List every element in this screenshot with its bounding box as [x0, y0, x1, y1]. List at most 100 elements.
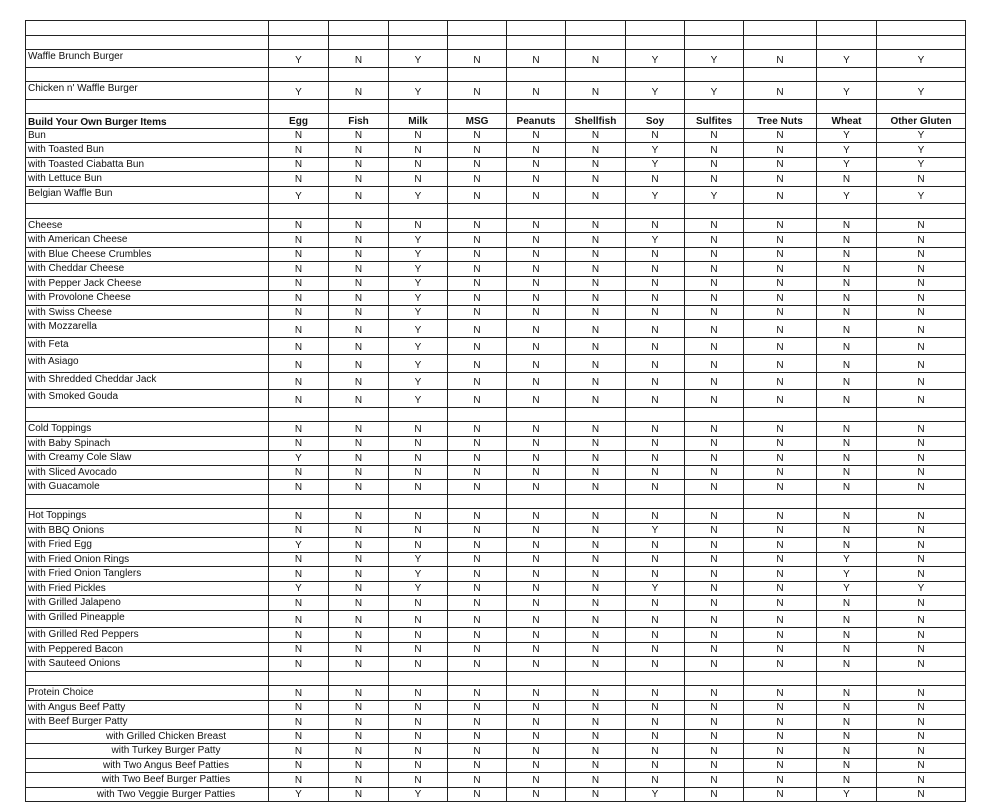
allergen-cell: Y: [625, 786, 685, 802]
allergen-cell: Y: [876, 156, 966, 172]
allergen-cell: [684, 203, 744, 219]
allergen-cell: N: [876, 246, 966, 262]
item-label: with Shredded Cheddar Jack: [25, 371, 269, 390]
allergen-cell: N: [876, 728, 966, 744]
blank-row: [25, 203, 966, 219]
allergen-cell: [743, 203, 817, 219]
allergen-cell: N: [328, 728, 389, 744]
table-row: with Grilled Pineapple N N N N N N N N N N N: [25, 609, 966, 628]
allergen-cell: N: [388, 435, 448, 451]
allergen-cell: N: [388, 699, 448, 715]
allergen-cell: N: [684, 479, 744, 495]
item-label: with Grilled Chicken Breast: [25, 728, 269, 744]
allergen-cell: N: [328, 685, 389, 701]
allergen-cell: Y: [876, 49, 966, 68]
allergen-cell: N: [625, 743, 685, 759]
table-row: with Baby Spinach N N N N N N N N N N N: [25, 435, 966, 451]
table-row: with Smoked Gouda N N Y N N N N N N N N: [25, 389, 966, 408]
allergen-cell: N: [565, 757, 626, 773]
allergen-cell: N: [268, 354, 329, 373]
allergen-cell: N: [743, 185, 817, 204]
allergen-cell: N: [506, 609, 566, 628]
allergen-cell: [876, 670, 966, 686]
allergen-cell: Y: [388, 354, 448, 373]
allergen-cell: N: [506, 49, 566, 68]
allergen-cell: N: [684, 699, 744, 715]
allergen-cell: N: [506, 435, 566, 451]
allergen-cell: N: [447, 685, 507, 701]
allergen-cell: N: [816, 479, 877, 495]
allergen-cell: [876, 493, 966, 509]
allergen-cell: N: [625, 714, 685, 730]
table-row: with BBQ Onions N N N N N N Y N N N N: [25, 522, 966, 538]
allergen-cell: Y: [816, 49, 877, 68]
allergen-cell: N: [565, 275, 626, 291]
allergen-cell: N: [876, 232, 966, 248]
allergen-cell: Y: [816, 580, 877, 596]
allergen-cell: N: [506, 389, 566, 408]
allergen-cell: N: [565, 142, 626, 158]
allergen-cell: N: [876, 522, 966, 538]
allergen-cell: [447, 203, 507, 219]
allergen-cell: N: [268, 171, 329, 187]
allergen-cell: N: [684, 371, 744, 390]
allergen-cell: N: [625, 127, 685, 143]
allergen-cell: N: [388, 627, 448, 643]
allergen-cell: N: [816, 421, 877, 437]
item-label: [25, 493, 269, 509]
allergen-cell: [328, 406, 389, 422]
allergen-cell: N: [565, 319, 626, 338]
allergen-cell: N: [328, 127, 389, 143]
column-header-item: Build Your Own Burger Items: [25, 113, 269, 129]
allergen-cell: N: [625, 275, 685, 291]
allergen-cell: N: [268, 156, 329, 172]
allergen-cell: N: [388, 714, 448, 730]
allergen-cell: N: [565, 246, 626, 262]
allergen-cell: N: [268, 714, 329, 730]
allergen-cell: N: [447, 464, 507, 480]
allergen-cell: [816, 493, 877, 509]
allergen-cell: N: [565, 435, 626, 451]
allergen-cell: [268, 66, 329, 82]
blank-row: [25, 98, 966, 114]
allergen-cell: N: [506, 81, 566, 100]
allergen-cell: N: [565, 714, 626, 730]
allergen-cell: N: [565, 699, 626, 715]
allergen-cell: N: [328, 142, 389, 158]
allergen-cell: N: [388, 641, 448, 657]
allergen-cell: N: [684, 450, 744, 466]
item-label: with Smoked Gouda: [25, 389, 269, 408]
allergen-cell: N: [506, 566, 566, 582]
allergen-cell: N: [388, 609, 448, 628]
allergen-cell: N: [816, 537, 877, 553]
allergen-cell: N: [447, 171, 507, 187]
allergen-cell: N: [268, 595, 329, 611]
table-row: with Toasted Ciabatta Bun N N N N N N Y N N Y Y: [25, 156, 966, 172]
table-row: with American Cheese N N Y N N N Y N N N N: [25, 232, 966, 248]
table-row: Protein Choice N N N N N N N N N N N: [25, 685, 966, 701]
allergen-cell: N: [565, 171, 626, 187]
allergen-cell: N: [388, 522, 448, 538]
allergen-cell: N: [447, 435, 507, 451]
allergen-cell: N: [388, 757, 448, 773]
allergen-cell: [876, 20, 966, 36]
allergen-cell: N: [565, 217, 626, 233]
allergen-cell: [506, 66, 566, 82]
allergen-cell: N: [447, 699, 507, 715]
allergen-cell: [684, 670, 744, 686]
allergen-cell: N: [388, 685, 448, 701]
allergen-cell: N: [447, 389, 507, 408]
allergen-cell: N: [565, 156, 626, 172]
allergen-cell: Y: [388, 81, 448, 100]
allergen-cell: Y: [268, 580, 329, 596]
allergen-cell: N: [743, 290, 817, 306]
allergen-cell: N: [625, 641, 685, 657]
allergen-cell: N: [506, 371, 566, 390]
allergen-cell: [684, 34, 744, 50]
allergen-cell: N: [506, 656, 566, 672]
table-row: with Two Angus Beef Patties N N N N N N N N N N N: [25, 757, 966, 773]
allergen-cell: N: [684, 304, 744, 320]
allergen-cell: N: [625, 389, 685, 408]
allergen-cell: N: [268, 757, 329, 773]
allergen-cell: N: [388, 421, 448, 437]
